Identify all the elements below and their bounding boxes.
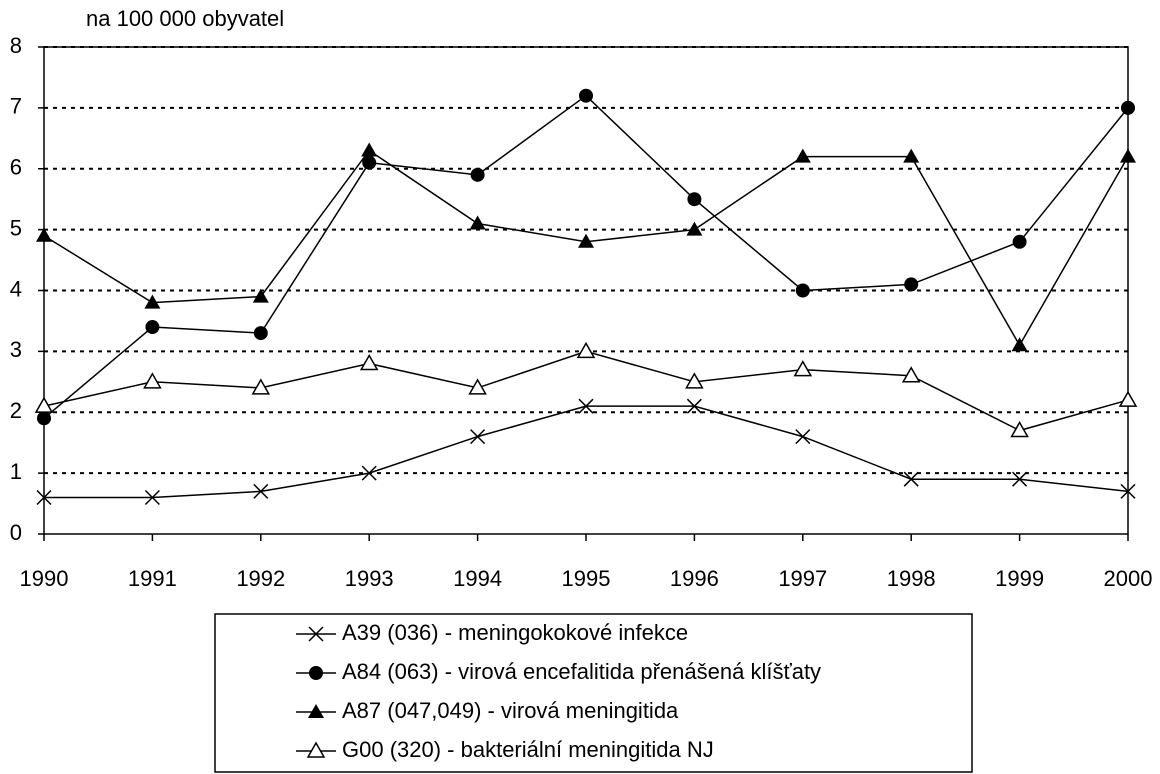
legend-box [214,613,973,773]
series-line [44,405,1129,499]
data-point [579,88,593,103]
y-tick-label: 6 [10,155,22,180]
y-tick-label: 2 [10,398,22,423]
data-point [361,142,378,157]
data-point [359,354,379,371]
data-point [686,398,702,414]
data-point [1121,100,1135,115]
data-point [36,489,52,506]
data-point [1012,471,1028,487]
legend-label: A84 (063) - virová encefalitida přenášen… [342,659,821,684]
data-point [36,227,52,242]
data-point [793,360,813,377]
x-tick-label: 1996 [670,566,719,591]
data-point [37,411,51,426]
x-tick-label: 1999 [995,566,1044,591]
x-tick-label: 1991 [128,566,177,591]
y-axis-label: na 100 000 obyvatel [86,6,284,31]
legend-marker [309,666,323,680]
data-point [904,277,919,292]
data-point [687,192,702,207]
data-point [253,326,268,341]
series-line [43,350,1129,432]
data-point [795,283,810,298]
data-point [251,378,271,395]
y-tick-label: 4 [10,276,22,301]
data-point [1011,337,1028,352]
x-tick-label: 1994 [453,566,502,591]
data-point [1118,390,1138,407]
x-tick-label: 1998 [887,566,936,591]
data-point [34,396,54,413]
y-tick-label: 5 [10,215,22,240]
data-point [253,483,269,499]
data-point [903,148,920,163]
data-point [1120,483,1136,499]
data-point [1010,421,1029,438]
legend-label: G00 (320) - bakteriální meningitida NJ [342,737,714,762]
series-line [43,149,1129,347]
legend-label: A39 (036) - meningokokové infekce [342,620,688,645]
data-point [362,155,377,170]
data-point [795,429,811,445]
data-point [144,489,160,506]
data-point [145,320,160,335]
data-point [361,465,377,481]
legend-marker [308,626,324,642]
data-point [143,372,162,389]
data-point [685,372,704,389]
data-point [144,294,161,309]
legend-marker [308,704,324,718]
data-point [470,167,485,182]
x-tick-label: 2000 [1104,566,1153,591]
data-point [252,288,269,303]
data-point [469,215,486,230]
data-point [901,366,921,383]
x-tick-label: 1995 [562,566,611,591]
data-point [686,221,703,236]
x-tick-label: 1993 [345,566,394,591]
y-tick-label: 1 [10,459,22,484]
series-line [43,94,1129,419]
y-tick-label: 7 [10,94,22,119]
data-point [578,398,594,414]
y-tick-label: 0 [10,520,22,545]
data-point [576,341,596,359]
y-tick-label: 8 [10,33,22,58]
legend-label: A87 (047,049) - virová meningitida [342,698,679,723]
x-tick-label: 1997 [778,566,827,591]
data-point [470,429,486,445]
data-point [794,148,811,163]
y-tick-label: 3 [10,337,22,362]
x-tick-label: 1990 [20,566,69,591]
data-point [578,233,594,248]
data-point [903,471,919,487]
data-point [468,378,487,395]
x-tick-label: 1992 [236,566,285,591]
data-point [1120,148,1136,163]
data-point [1012,234,1027,249]
legend-marker [306,741,326,758]
